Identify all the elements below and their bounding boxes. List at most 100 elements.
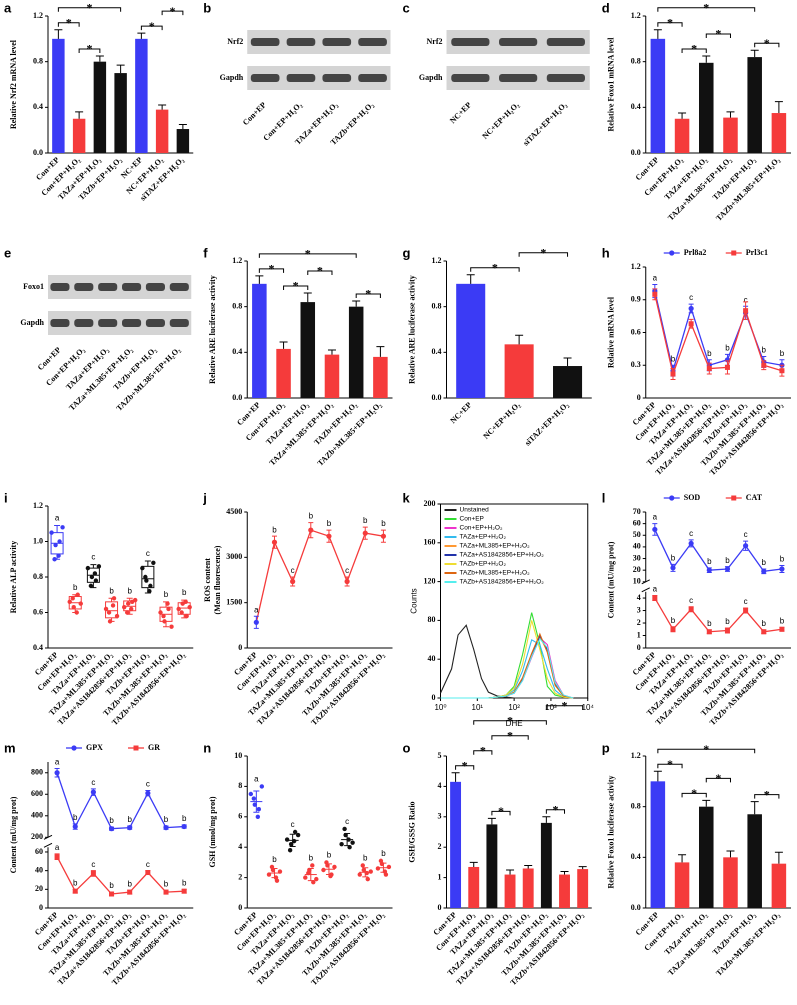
data-point [92,571,98,576]
group-letter: c [146,549,150,558]
data-point [291,838,297,844]
error-bar [303,292,312,303]
group-letter: b [671,616,676,625]
error-bar [678,854,687,863]
bar [252,283,267,398]
blot-band [50,283,70,291]
y-axis-label: Relative ARE luciferase activity [407,275,416,384]
bar [176,129,190,153]
significance-bracket [283,285,309,290]
error-bar [54,29,63,39]
significance-label: * [66,15,72,29]
y-tick-label: 1.2 [631,11,641,20]
significance-bracket [140,25,163,31]
bar [723,857,738,908]
data-point [89,574,95,580]
data-point [67,599,72,605]
group-letter: c [91,860,95,869]
data-point [339,841,344,847]
group-letter: b [127,879,132,888]
error-bar [702,55,711,63]
group-letter: b [109,881,114,890]
significance-bracket [258,268,285,273]
error-bar [560,871,569,875]
y-tick-label: 0.9 [631,295,641,304]
point [652,291,658,297]
y-tick-label: 0 [438,903,442,912]
y-tick-label: 160 [424,538,436,547]
data-point [71,604,76,610]
y-tick-label: 0 [432,693,436,702]
blot-band [50,319,70,327]
group-letter: b [381,849,386,858]
bar [699,806,714,908]
x-tick-label: TAZa+EP+H₂O₂ [663,910,710,957]
panel-letter: j [202,490,207,505]
y-axis-label: Relative Foxo1 mRNA level [607,37,616,132]
bar [504,874,516,908]
significance-bracket [161,10,184,16]
y-tick-label: 0 [637,643,641,652]
blot-band [122,283,142,291]
group-letter: c [345,817,349,826]
group-letter: b [671,553,676,562]
legend-label: Con+EP+H₂O₂ [460,525,503,532]
panel-letter: n [203,740,211,755]
point [290,578,296,585]
data-point [88,583,94,589]
group-letter: b [707,557,712,566]
blot-band [145,283,165,291]
data-point [342,826,347,832]
significance-label: * [715,27,721,41]
y-tick-label: 0.0 [33,148,43,157]
error-bar [515,334,524,345]
group-letter: b [707,349,712,358]
y-tick-label: 10 [633,577,641,586]
significance-bracket [657,22,683,27]
group-letter: b [73,878,78,887]
data-point [144,578,149,583]
series-line [654,290,783,374]
group-letter: c [345,566,349,575]
legend-label: TAZa+ML385+EP+H₂O₂ [460,543,531,550]
panel-letter: d [602,0,610,15]
point [271,539,278,545]
significance-label: * [87,0,93,14]
data-point [365,876,370,882]
y-tick-label: 0 [637,393,641,402]
group-letter: b [780,555,785,564]
y-tick-label: 0.8 [432,301,442,310]
y-tick-label: 1.2 [432,256,442,265]
legend-marker [669,250,675,256]
box [141,565,155,589]
point [706,629,712,635]
significance-bracket [681,792,707,798]
group-letter: b [327,519,332,528]
point [344,578,350,585]
data-point [151,560,156,565]
y-axis-label: ROS content [203,558,212,602]
data-point [184,613,189,619]
axis-break [43,834,53,848]
data-point [187,604,192,610]
x-tick-label: siTAZ+EP+H₂O₂ [523,400,571,448]
group-letter: b [725,617,730,626]
group-letter: a [254,605,259,614]
bar [650,38,666,154]
group-letter: c [689,596,693,605]
y-tick-label: 0.8 [33,572,43,581]
group-letter: b [363,854,368,863]
blot-band [98,283,118,291]
error-bar [158,104,167,110]
data-point [161,613,166,619]
series-line [654,529,783,573]
x-tick-label: 10³ [545,703,557,712]
group-letter: b [707,619,712,628]
bar [522,868,534,908]
x-tick-label: 10² [508,703,520,712]
blot-band [499,74,538,82]
data-point [332,864,337,870]
group-letter: b [182,878,187,887]
y-tick-label: 200 [31,832,43,841]
legend-label: GR [148,743,160,752]
